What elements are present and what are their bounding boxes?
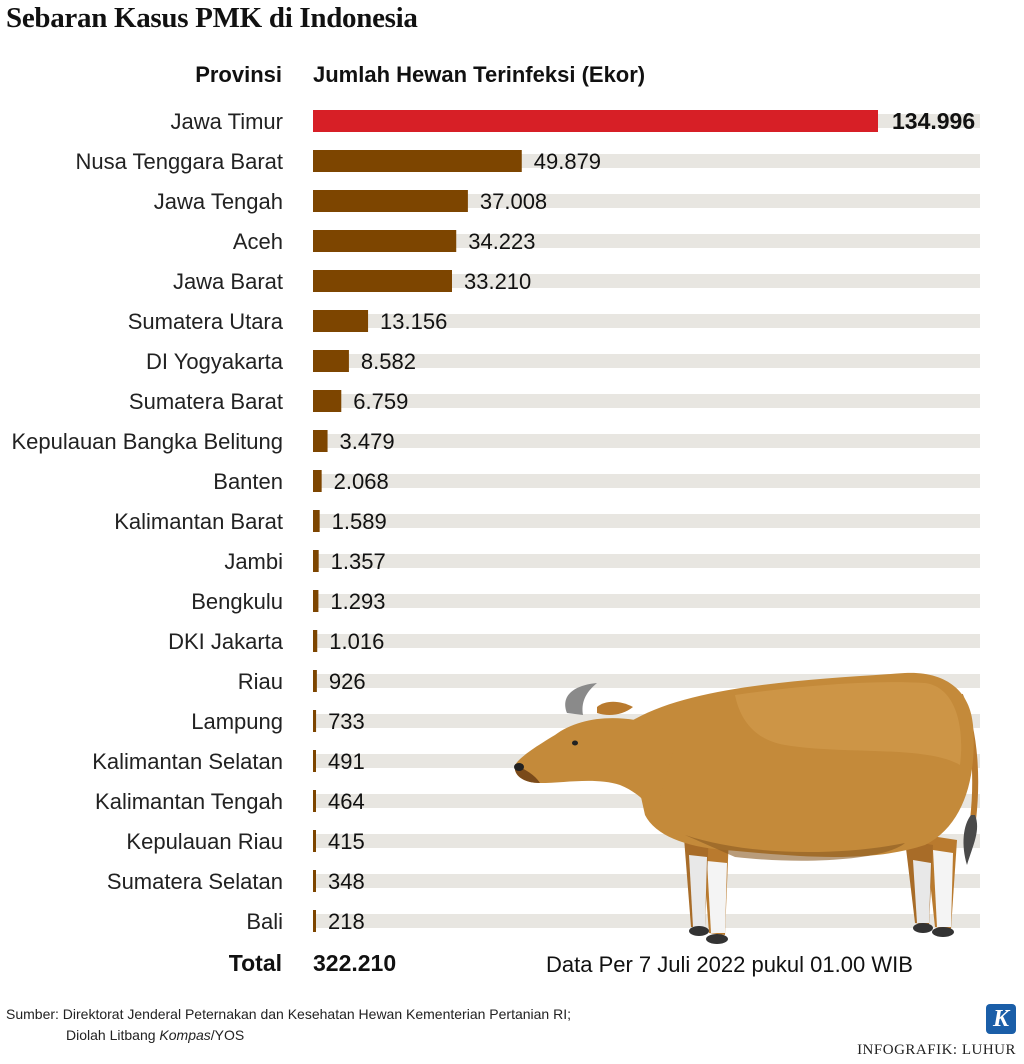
source-line-2-prefix: Diolah Litbang (66, 1027, 160, 1043)
bar-track (313, 434, 980, 448)
value-label: 415 (328, 829, 365, 854)
value-label: 37.008 (480, 189, 547, 214)
category-label: Sumatera Selatan (107, 869, 283, 894)
bar-track (313, 914, 980, 928)
category-label: Kalimantan Barat (114, 509, 283, 534)
category-label: Jawa Barat (173, 269, 283, 294)
value-label: 218 (328, 909, 365, 934)
value-label: 464 (328, 789, 365, 814)
category-label: Kalimantan Tengah (95, 789, 283, 814)
source-publication: Kompas (159, 1027, 211, 1043)
bar-track (313, 594, 980, 608)
bar (313, 350, 349, 372)
bar-track (313, 234, 980, 248)
bar-track (313, 354, 980, 368)
value-label: 733 (328, 709, 365, 734)
bar-track (313, 634, 980, 648)
total-value: 322.210 (313, 950, 397, 976)
bar-track (313, 394, 980, 408)
value-label: 8.582 (361, 349, 416, 374)
value-label: 1.589 (332, 509, 387, 534)
data-date-note: Data Per 7 Juli 2022 pukul 01.00 WIB (546, 952, 913, 977)
value-label: 1.357 (331, 549, 386, 574)
value-label: 3.479 (340, 429, 395, 454)
infographic-credit: INFOGRAFIK: LUHUR (857, 1042, 1016, 1058)
bar (313, 630, 318, 652)
bar (313, 830, 316, 852)
value-label: 134.996 (892, 108, 975, 134)
category-label: Jambi (224, 549, 283, 574)
category-label: Bengkulu (191, 589, 283, 614)
category-label: Nusa Tenggara Barat (75, 149, 283, 174)
bar-track (313, 474, 980, 488)
cow-icon (514, 672, 979, 944)
bar-track (313, 554, 980, 568)
bar (313, 550, 319, 572)
category-label: Sumatera Barat (129, 389, 283, 414)
bar (313, 110, 878, 132)
category-label: Jawa Timur (171, 109, 283, 134)
bar-track (313, 274, 980, 288)
category-label: Jawa Tengah (154, 189, 283, 214)
bar (313, 150, 522, 172)
category-label: DKI Jakarta (168, 629, 284, 654)
count-column-header: Jumlah Hewan Terinfeksi (Ekor) (313, 62, 646, 87)
category-label: Kepulauan Bangka Belitung (11, 429, 283, 454)
source-line-2-suffix: /YOS (210, 1027, 245, 1043)
bar-track (313, 514, 980, 528)
category-label: Kalimantan Selatan (92, 749, 283, 774)
value-label: 13.156 (380, 309, 447, 334)
chart-title: Sebaran Kasus PMK di Indonesia (6, 2, 418, 34)
bar (313, 270, 452, 292)
source-line-1: Sumber: Direktorat Jenderal Peternakan d… (6, 1006, 571, 1022)
bar (313, 750, 316, 772)
bar (313, 910, 316, 932)
value-label: 2.068 (334, 469, 389, 494)
category-label: Kepulauan Riau (126, 829, 283, 854)
bar (313, 790, 316, 812)
value-label: 49.879 (534, 149, 601, 174)
source-line-2: Diolah Litbang Kompas/YOS (6, 1025, 571, 1046)
bar-track (313, 194, 980, 208)
category-label: Aceh (233, 229, 283, 254)
value-label: 34.223 (468, 229, 535, 254)
bar (313, 230, 457, 252)
category-label: Lampung (191, 709, 283, 734)
bar-chart: Jawa Timur 134.996 Nusa Tenggara Barat 49.8… (11, 108, 980, 934)
category-label: Sumatera Utara (128, 309, 284, 334)
value-label: 33.210 (464, 269, 531, 294)
category-label: Bali (246, 909, 283, 934)
category-label: Riau (238, 669, 283, 694)
total-label: Total (228, 950, 282, 976)
value-label: 491 (328, 749, 365, 774)
bar-track (313, 874, 980, 888)
bar (313, 710, 317, 732)
value-label: 926 (329, 669, 366, 694)
value-label: 1.293 (330, 589, 385, 614)
bar (313, 670, 317, 692)
bar (313, 390, 342, 412)
value-label: 6.759 (353, 389, 408, 414)
kompas-logo-icon: K (986, 1004, 1016, 1034)
bar-track (313, 314, 980, 328)
bar (313, 470, 322, 492)
bar (313, 510, 320, 532)
category-label: DI Yogyakarta (146, 349, 284, 374)
bar (313, 430, 328, 452)
category-label: Banten (213, 469, 283, 494)
value-label: 1.016 (329, 629, 384, 654)
value-label: 348 (328, 869, 365, 894)
province-column-header: Provinsi (195, 62, 282, 87)
bar (313, 590, 319, 612)
bar (313, 190, 468, 212)
source-note: Sumber: Direktorat Jenderal Peternakan d… (6, 1004, 571, 1046)
bar (313, 310, 369, 332)
bar (313, 870, 316, 892)
